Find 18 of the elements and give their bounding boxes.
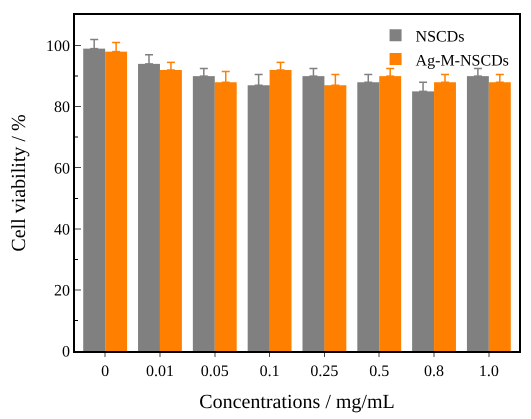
legend-label: Ag-M-NSCDs bbox=[416, 52, 509, 70]
x-tick-label: 0 bbox=[101, 362, 110, 380]
y-tick-label: 0 bbox=[62, 344, 70, 361]
x-tick-label: 0.01 bbox=[146, 362, 174, 380]
x-tick-label: 0.5 bbox=[369, 362, 390, 380]
y-tick-label: 100 bbox=[46, 38, 70, 56]
y-tick-label: 80 bbox=[54, 99, 70, 116]
x-tick-label: 0.8 bbox=[424, 362, 444, 380]
x-tick-label: 0.05 bbox=[200, 362, 229, 380]
x-tick-label: 0.1 bbox=[260, 362, 280, 380]
y-tick-label: 20 bbox=[54, 282, 70, 300]
y-tick-label: 40 bbox=[54, 221, 70, 238]
x-tick-label: 1.0 bbox=[478, 362, 499, 380]
legend-label: NSCDs bbox=[416, 28, 464, 46]
y-axis-title: Cell viability / % bbox=[8, 114, 30, 252]
x-axis-title: Concentrations / mg/mL bbox=[199, 390, 395, 413]
y-tick-label: 60 bbox=[54, 160, 70, 178]
x-tick-label: 0.25 bbox=[310, 362, 338, 380]
